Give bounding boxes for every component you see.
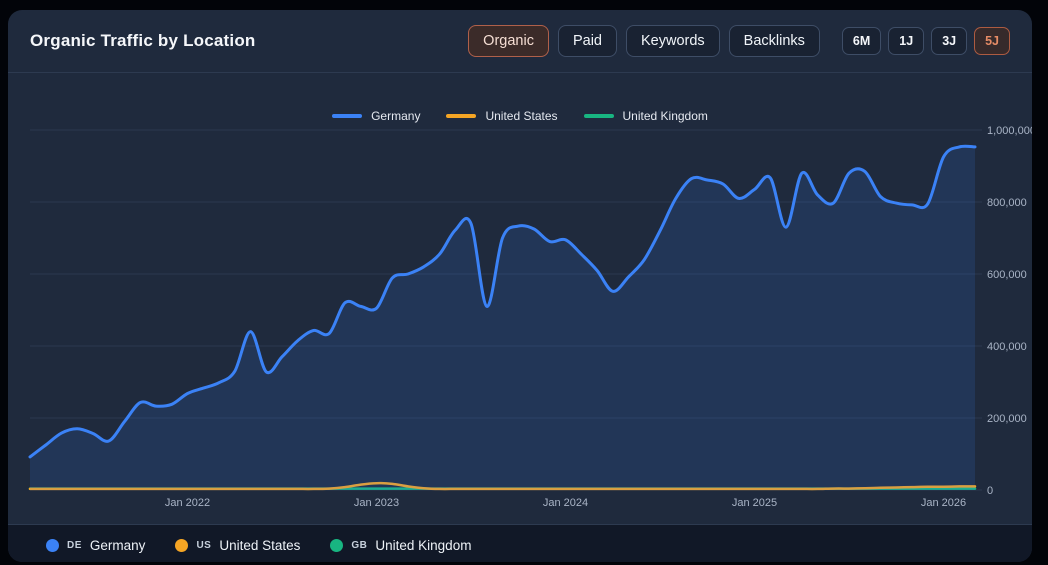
header-tabs: Organic Paid Keywords Backlinks xyxy=(468,25,820,57)
legend-label: Germany xyxy=(89,538,146,553)
legend-label: United States xyxy=(485,109,558,123)
legend-dot xyxy=(175,539,189,552)
tab-backlinks[interactable]: Backlinks xyxy=(728,25,820,57)
x-axis-label: Jan 2022 xyxy=(165,497,210,509)
legend-dot xyxy=(330,539,344,552)
legend-line-swatch xyxy=(332,114,363,118)
x-axis-label: Jan 2024 xyxy=(543,497,588,509)
traffic-line-chart[interactable]: 0 200,000 400,000 600,000 800,000 1,000,000 Ja… xyxy=(8,73,1032,524)
tab-organic[interactable]: Organic xyxy=(468,25,549,57)
tab-paid[interactable]: Paid xyxy=(557,25,617,57)
range-5j[interactable]: 5J xyxy=(974,27,1010,55)
y-axis-label: 800,000 xyxy=(987,197,1027,209)
legend-label: United Kingdom xyxy=(375,538,472,553)
top-legend-item-germany[interactable]: Germany xyxy=(332,109,420,123)
y-axis-label: 400,000 xyxy=(987,341,1027,353)
top-legend-item-united-states[interactable]: United States xyxy=(446,109,558,123)
country-code: GB xyxy=(351,540,368,551)
y-axis-label: 200,000 xyxy=(987,413,1027,425)
y-axis-label: 0 xyxy=(987,485,993,497)
legend-label: Germany xyxy=(371,109,421,123)
legend-dot xyxy=(46,539,59,552)
top-legend-item-united-kingdom[interactable]: United Kingdom xyxy=(583,109,708,123)
y-axis-label: 1,000,000 xyxy=(987,125,1032,137)
country-code: US xyxy=(196,540,212,551)
series-line-united-states xyxy=(28,481,977,491)
legend-line-swatch xyxy=(583,114,614,118)
bottom-legend: DE Germany US United States GB United Kingdom xyxy=(8,524,1032,562)
range-6m[interactable]: 6M xyxy=(841,27,882,55)
range-1j[interactable]: 1J xyxy=(888,27,925,55)
range-group: 6M 1J 3J 5J xyxy=(841,27,1010,55)
range-3j[interactable]: 3J xyxy=(931,27,968,55)
bottom-legend-item-germany[interactable]: DE Germany xyxy=(46,538,145,553)
card-header: Organic Traffic by Location Organic Paid K… xyxy=(8,10,1032,73)
tab-keywords[interactable]: Keywords xyxy=(625,25,720,57)
page-title: Organic Traffic by Location xyxy=(30,31,256,50)
traffic-card: Organic Traffic by Location Organic Paid K… xyxy=(8,10,1032,562)
country-code: DE xyxy=(67,540,82,551)
bottom-legend-item-united-kingdom[interactable]: GB United Kingdom xyxy=(330,538,471,553)
chart-area: Germany United States United Kingdom 0 200,… xyxy=(8,73,1032,524)
legend-label: United States xyxy=(219,538,301,553)
series-area-germany xyxy=(30,146,975,490)
legend-label: United Kingdom xyxy=(622,109,708,123)
x-axis-label: Jan 2023 xyxy=(354,497,399,509)
legend-line-swatch xyxy=(446,114,477,118)
bottom-legend-item-united-states[interactable]: US United States xyxy=(175,538,300,553)
top-legend: Germany United States United Kingdom xyxy=(8,109,1032,123)
y-axis-label: 600,000 xyxy=(987,269,1027,281)
series-line-germany xyxy=(28,144,977,459)
x-axis-label: Jan 2025 xyxy=(732,497,777,509)
x-axis-label: Jan 2026 xyxy=(921,497,966,509)
